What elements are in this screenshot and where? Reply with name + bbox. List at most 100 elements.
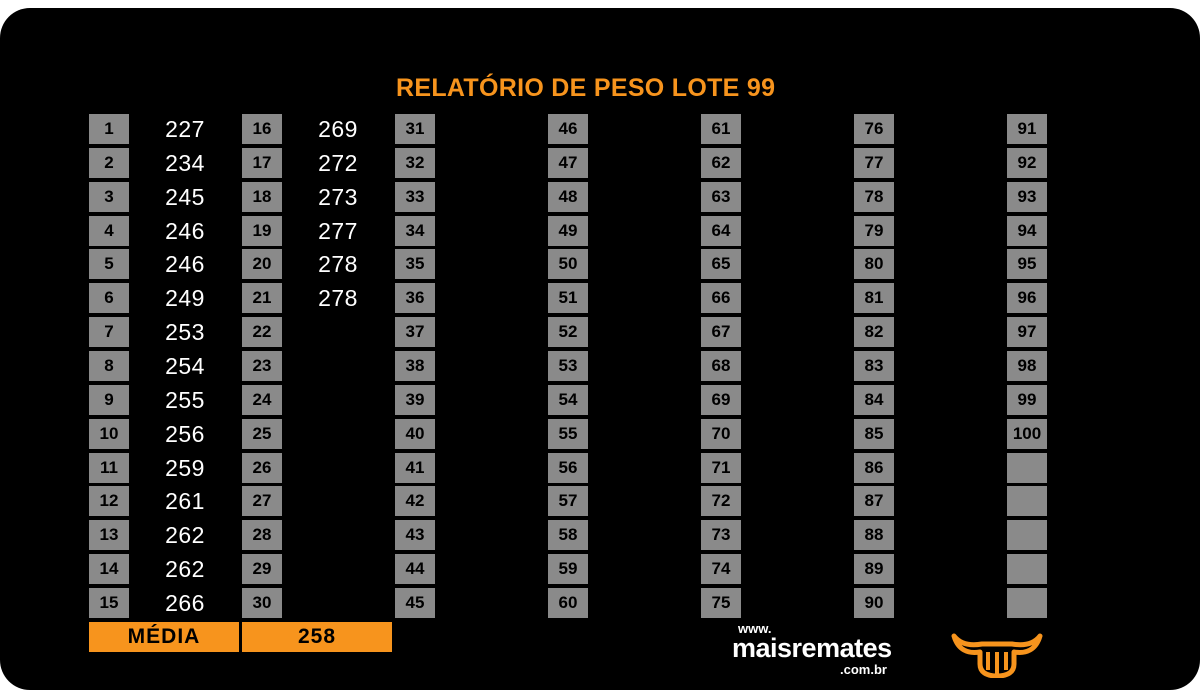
empty-slot [1007, 554, 1047, 584]
slot-number: 69 [701, 385, 741, 415]
slot-number: 77 [854, 148, 894, 178]
slot-number: 71 [701, 453, 741, 483]
slot-number: 38 [395, 351, 435, 381]
slot-number: 73 [701, 520, 741, 550]
slot-number: 30 [242, 588, 282, 618]
slot-number: 81 [854, 283, 894, 313]
slot-number: 46 [548, 114, 588, 144]
weight-value: 262 [165, 555, 205, 582]
slot-number: 87 [854, 486, 894, 516]
average-value: 258 [242, 622, 392, 652]
slot-number: 59 [548, 554, 588, 584]
slot-number: 76 [854, 114, 894, 144]
brand-www: www. [738, 621, 772, 636]
weight-value: 278 [318, 284, 358, 311]
slot-number: 48 [548, 182, 588, 212]
slot-number: 44 [395, 554, 435, 584]
empty-slot [1007, 588, 1047, 618]
empty-slot [1007, 520, 1047, 550]
slot-number: 58 [548, 520, 588, 550]
slot-number: 51 [548, 283, 588, 313]
slot-number: 45 [395, 588, 435, 618]
empty-slot [1007, 486, 1047, 516]
weight-value: 256 [165, 420, 205, 447]
slot-number: 12 [89, 486, 129, 516]
brand-tld: .com.br [840, 662, 887, 677]
slot-number: 16 [242, 114, 282, 144]
weight-value: 255 [165, 386, 205, 413]
slot-number: 43 [395, 520, 435, 550]
slot-number: 74 [701, 554, 741, 584]
slot-number: 80 [854, 249, 894, 279]
slot-number: 98 [1007, 351, 1047, 381]
weight-value: 273 [318, 183, 358, 210]
slot-number: 24 [242, 385, 282, 415]
slot-number: 96 [1007, 283, 1047, 313]
slot-number: 2 [89, 148, 129, 178]
slot-number: 49 [548, 216, 588, 246]
slot-number: 8 [89, 351, 129, 381]
weight-value: 266 [165, 589, 205, 616]
weight-value: 269 [318, 115, 358, 142]
slot-number: 65 [701, 249, 741, 279]
slot-number: 9 [89, 385, 129, 415]
slot-number: 6 [89, 283, 129, 313]
slot-number: 83 [854, 351, 894, 381]
slot-number: 100 [1007, 419, 1047, 449]
slot-number: 84 [854, 385, 894, 415]
brand-name: maisremates [732, 633, 892, 663]
slot-number: 63 [701, 182, 741, 212]
slot-number: 90 [854, 588, 894, 618]
slot-number: 57 [548, 486, 588, 516]
slot-number: 61 [701, 114, 741, 144]
slot-number: 28 [242, 520, 282, 550]
slot-number: 88 [854, 520, 894, 550]
slot-number: 89 [854, 554, 894, 584]
slot-number: 55 [548, 419, 588, 449]
slot-number: 22 [242, 317, 282, 347]
weight-value: 261 [165, 487, 205, 514]
bull-horns-icon [951, 633, 1043, 678]
slot-number: 91 [1007, 114, 1047, 144]
slot-number: 7 [89, 317, 129, 347]
slot-number: 3 [89, 182, 129, 212]
slot-number: 99 [1007, 385, 1047, 415]
brand-wordmark: www. maisremates .com.br [728, 621, 908, 681]
slot-number: 32 [395, 148, 435, 178]
weight-value: 253 [165, 318, 205, 345]
slot-number: 25 [242, 419, 282, 449]
slot-number: 23 [242, 351, 282, 381]
slot-number: 15 [89, 588, 129, 618]
slot-number: 47 [548, 148, 588, 178]
weight-value: 278 [318, 250, 358, 277]
weight-value: 246 [165, 250, 205, 277]
slot-number: 86 [854, 453, 894, 483]
slot-number: 39 [395, 385, 435, 415]
slot-number: 75 [701, 588, 741, 618]
weight-value: 234 [165, 149, 205, 176]
slot-number: 64 [701, 216, 741, 246]
weight-value: 227 [165, 115, 205, 142]
slot-number: 36 [395, 283, 435, 313]
slot-number: 92 [1007, 148, 1047, 178]
slot-number: 66 [701, 283, 741, 313]
weight-value: 249 [165, 284, 205, 311]
slot-number: 67 [701, 317, 741, 347]
slot-number: 72 [701, 486, 741, 516]
weight-value: 254 [165, 352, 205, 379]
slot-number: 37 [395, 317, 435, 347]
slot-number: 17 [242, 148, 282, 178]
empty-slot [1007, 453, 1047, 483]
report-panel: RELATÓRIO DE PESO LOTE 99 1 227 2 234 3 245 4 2… [0, 8, 1200, 690]
weight-value: 262 [165, 521, 205, 548]
slot-number: 13 [89, 520, 129, 550]
slot-number: 14 [89, 554, 129, 584]
slot-number: 95 [1007, 249, 1047, 279]
slot-number: 11 [89, 453, 129, 483]
weight-value: 272 [318, 149, 358, 176]
slot-number: 19 [242, 216, 282, 246]
slot-number: 62 [701, 148, 741, 178]
slot-number: 18 [242, 182, 282, 212]
slot-number: 97 [1007, 317, 1047, 347]
slot-number: 70 [701, 419, 741, 449]
